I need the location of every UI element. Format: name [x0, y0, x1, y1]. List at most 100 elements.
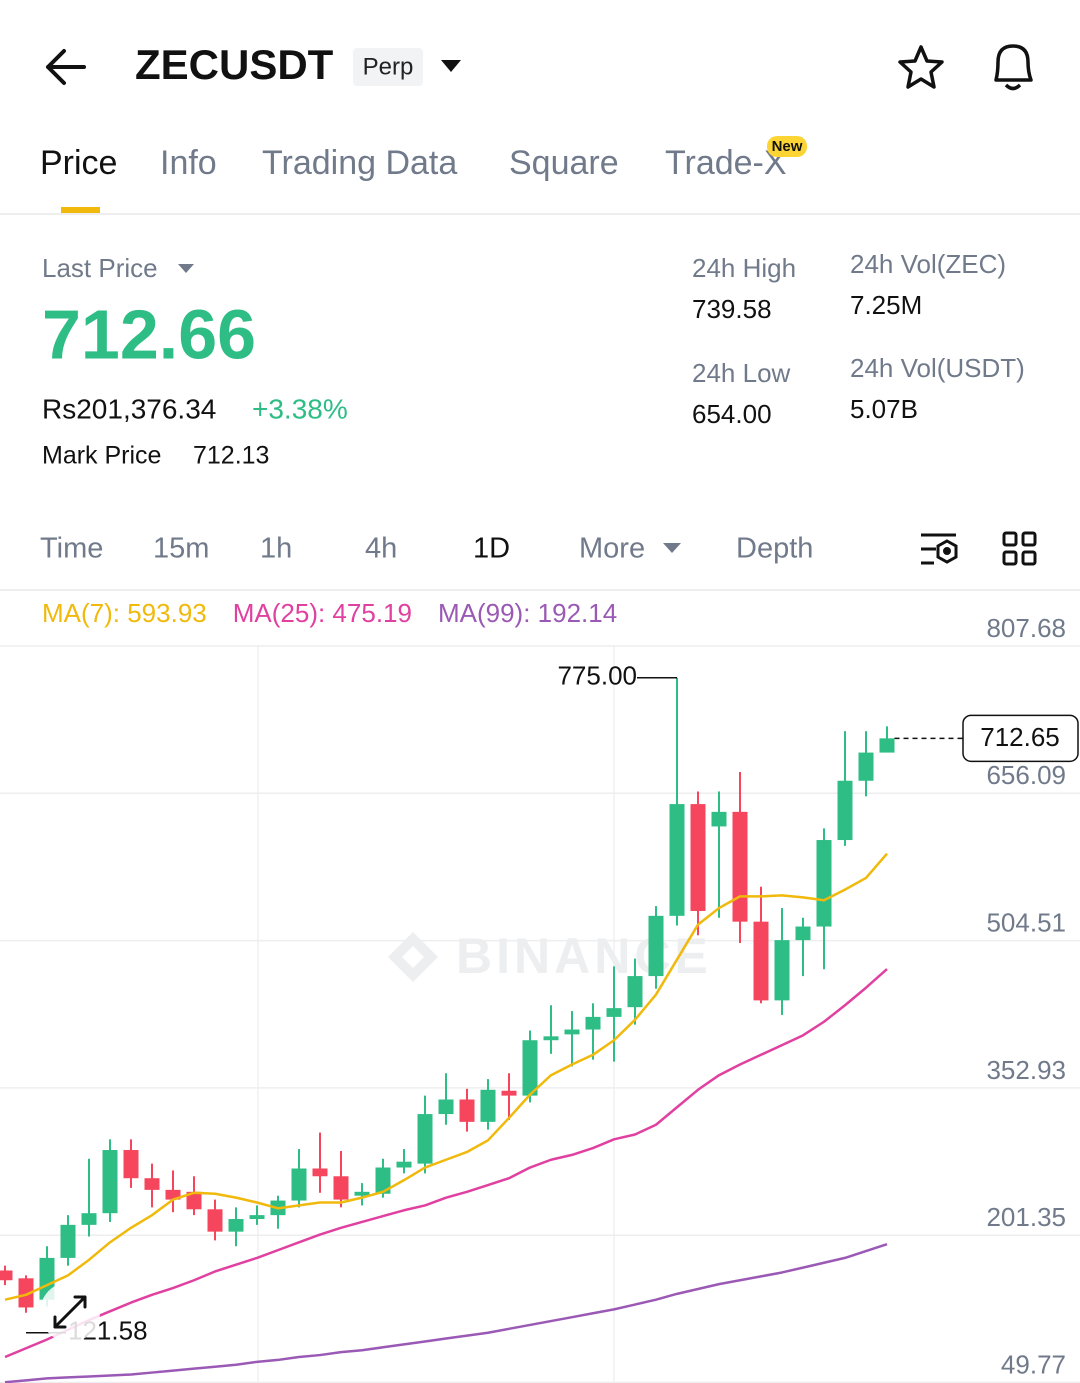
- fiat-price: Rs201,376.34: [42, 393, 216, 424]
- back-button[interactable]: [46, 49, 86, 85]
- more-dropdown[interactable]: [663, 543, 681, 553]
- candle-body: [291, 1168, 307, 1201]
- interval[interactable]: Time: [40, 533, 103, 565]
- y-tick-label: 807.68: [986, 613, 1066, 643]
- price-change: +3.38%: [252, 393, 348, 424]
- y-tick-label: 49.77: [1001, 1349, 1066, 1379]
- ma-line: [4, 968, 888, 1359]
- mark-price: 712.13: [193, 442, 269, 470]
- indicator-settings[interactable]: [921, 533, 958, 565]
- candle-body: [459, 1099, 475, 1122]
- candle-body: [18, 1278, 34, 1308]
- interval-active[interactable]: 1D: [473, 533, 510, 565]
- candle-body: [732, 811, 748, 922]
- tab[interactable]: Price: [40, 144, 117, 182]
- candle-body: [144, 1178, 160, 1190]
- candle-body: [333, 1176, 349, 1200]
- ma-line: [4, 852, 888, 1301]
- candle-body: [858, 752, 874, 781]
- favorite-button[interactable]: [898, 45, 944, 89]
- candle-body: [774, 940, 790, 1001]
- candle-body: [648, 915, 664, 977]
- stat-value: 5.07B: [850, 394, 918, 424]
- candle-body: [543, 1036, 559, 1041]
- tab[interactable]: Info: [160, 144, 217, 182]
- stat-label: 24h Vol(USDT): [850, 353, 1025, 383]
- candle-body: [102, 1150, 118, 1214]
- stat-label: 24h Low: [692, 358, 791, 388]
- candle-body: [669, 804, 685, 916]
- alert-button[interactable]: [994, 44, 1033, 91]
- expand-button[interactable]: [40, 1282, 100, 1342]
- ma-line: [4, 1242, 888, 1383]
- interval[interactable]: 4h: [365, 533, 397, 565]
- candle-body: [249, 1215, 265, 1220]
- y-tick-label: 656.09: [986, 760, 1066, 790]
- stat-label: 24h High: [692, 253, 796, 283]
- tab[interactable]: Square: [509, 144, 619, 182]
- candle-body: [480, 1089, 496, 1122]
- candle-body: [228, 1219, 244, 1232]
- interval[interactable]: 1h: [260, 533, 292, 565]
- candle-body: [354, 1191, 370, 1196]
- candle-body: [123, 1150, 139, 1179]
- expand-icon: [53, 1295, 87, 1329]
- candle-body: [81, 1213, 97, 1225]
- tab[interactable]: Trading Data: [262, 144, 457, 182]
- candle-body: [606, 1008, 622, 1017]
- candle-body: [879, 738, 895, 753]
- price-type-dropdown[interactable]: [178, 264, 194, 273]
- mark-price-label: Mark Price: [42, 442, 161, 470]
- interval[interactable]: Depth: [736, 533, 813, 565]
- interval[interactable]: 15m: [153, 533, 209, 565]
- candle-body: [501, 1090, 517, 1096]
- candle-body: [522, 1040, 538, 1096]
- legend-entry: MA(7): 593.93: [42, 598, 207, 628]
- y-tick-label: 352.93: [986, 1055, 1066, 1085]
- candle-body: [585, 1016, 601, 1030]
- symbol-dropdown[interactable]: [441, 60, 461, 72]
- candle-body: [165, 1189, 181, 1200]
- last-price-label: Last Price: [42, 253, 158, 283]
- stat-value: 7.25M: [850, 290, 922, 320]
- legend-entry: MA(99): 192.14: [438, 598, 617, 628]
- current-price-box: [962, 714, 1079, 763]
- candle-body: [837, 780, 853, 841]
- contract-type: Perp: [363, 53, 414, 80]
- contract-badge: [353, 48, 423, 86]
- layout-button[interactable]: [1002, 531, 1037, 566]
- candle-body: [207, 1209, 223, 1232]
- last-price: 712.66: [42, 295, 256, 373]
- watermark-logo: [388, 932, 438, 982]
- current-price: 712.65: [980, 722, 1060, 752]
- chart: BINANCE 807.68 656.09 504.51 352.93 201.35 49…: [0, 613, 1080, 1383]
- new-badge: [767, 136, 807, 157]
- candle-body: [417, 1114, 433, 1164]
- stat-value: 739.58: [692, 294, 772, 324]
- candle-body: [795, 926, 811, 941]
- stat-label: 24h Vol(ZEC): [850, 249, 1006, 279]
- legend-entry: MA(25): 475.19: [233, 598, 412, 628]
- candle-body: [816, 840, 832, 927]
- candle-body: [396, 1161, 412, 1168]
- candle-body: [564, 1029, 580, 1035]
- tab[interactable]: Trade-X: [665, 144, 787, 182]
- y-tick-label: 201.35: [986, 1202, 1066, 1232]
- active-tab-indicator: [61, 207, 100, 213]
- candle-body: [753, 921, 769, 1001]
- candle-body: [711, 811, 727, 827]
- y-tick-label: 504.51: [986, 907, 1066, 937]
- symbol: ZECUSDT: [135, 41, 334, 88]
- candle-body: [627, 976, 643, 1008]
- candle-body: [0, 1270, 13, 1281]
- max-label: 775.00: [557, 661, 637, 691]
- candle-body: [375, 1167, 391, 1194]
- candle-body: [186, 1191, 202, 1210]
- candle-body: [690, 804, 706, 911]
- new-badge-text: New: [772, 138, 803, 155]
- watermark: BINANCE: [456, 928, 712, 984]
- interval[interactable]: More: [579, 533, 645, 565]
- candle-body: [312, 1168, 328, 1177]
